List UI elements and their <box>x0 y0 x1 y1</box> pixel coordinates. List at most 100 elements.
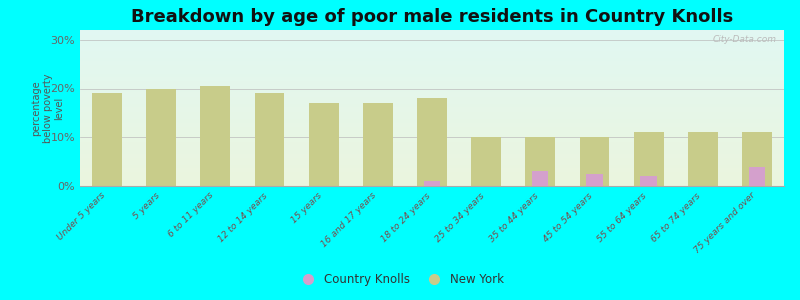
Bar <box>80 180 784 181</box>
Bar <box>80 102 784 103</box>
Bar <box>80 54 784 55</box>
Bar <box>80 32 784 33</box>
Bar <box>80 87 784 88</box>
Bar <box>80 73 784 74</box>
Bar <box>80 124 784 126</box>
Bar <box>80 78 784 79</box>
Bar <box>80 148 784 150</box>
Bar <box>80 63 784 64</box>
Bar <box>80 53 784 54</box>
Bar <box>80 179 784 180</box>
Bar <box>80 137 784 138</box>
Bar <box>80 154 784 155</box>
Bar <box>80 110 784 111</box>
Bar <box>80 165 784 166</box>
Bar <box>80 105 784 106</box>
Bar <box>80 136 784 137</box>
Bar <box>80 126 784 127</box>
Bar <box>80 175 784 176</box>
Bar <box>80 173 784 175</box>
Bar <box>80 60 784 61</box>
Bar <box>80 130 784 131</box>
Bar <box>80 77 784 78</box>
Bar <box>80 127 784 128</box>
Bar <box>80 115 784 116</box>
Y-axis label: percentage
below poverty
level: percentage below poverty level <box>31 73 64 143</box>
Bar <box>80 156 784 157</box>
Bar <box>80 121 784 122</box>
Bar <box>80 30 784 31</box>
Bar <box>201 86 230 186</box>
Bar <box>80 57 784 58</box>
Bar <box>80 48 784 49</box>
Bar <box>80 135 784 136</box>
Bar <box>80 97 784 98</box>
Bar <box>80 161 784 162</box>
Bar <box>80 117 784 119</box>
Bar <box>80 58 784 59</box>
Bar <box>80 119 784 121</box>
Bar <box>80 59 784 60</box>
Bar <box>80 107 784 108</box>
Bar <box>80 41 784 43</box>
Bar <box>417 98 447 186</box>
Bar <box>80 111 784 112</box>
Bar <box>80 103 784 104</box>
Bar <box>80 153 784 154</box>
Bar <box>80 171 784 172</box>
Bar <box>80 143 784 144</box>
Bar <box>80 86 784 87</box>
Bar <box>80 109 784 110</box>
Bar <box>80 177 784 178</box>
Bar <box>634 132 663 186</box>
Bar <box>80 133 784 134</box>
Bar <box>363 103 393 186</box>
Bar <box>309 103 338 186</box>
Bar <box>586 174 602 186</box>
Bar <box>254 93 285 186</box>
Bar <box>80 164 784 165</box>
Bar <box>80 144 784 145</box>
Bar <box>80 99 784 100</box>
Bar <box>80 172 784 173</box>
Bar <box>80 70 784 72</box>
Bar <box>80 74 784 75</box>
Bar <box>80 138 784 139</box>
Bar <box>80 50 784 51</box>
Bar <box>80 134 784 135</box>
Bar <box>80 82 784 83</box>
Bar <box>80 31 784 32</box>
Bar <box>80 178 784 179</box>
Bar <box>80 66 784 68</box>
Bar <box>80 95 784 97</box>
Bar <box>80 62 784 63</box>
Bar <box>80 118 784 119</box>
Bar <box>80 92 784 93</box>
Bar <box>80 49 784 50</box>
Bar <box>80 184 784 185</box>
Bar <box>80 162 784 163</box>
Bar <box>80 163 784 164</box>
Bar <box>80 45 784 46</box>
Bar <box>80 166 784 167</box>
Bar <box>80 167 784 168</box>
Text: City-Data.com: City-Data.com <box>713 35 777 44</box>
Bar <box>80 89 784 90</box>
Bar <box>80 141 784 142</box>
Bar <box>742 132 772 186</box>
Legend: Country Knolls, New York: Country Knolls, New York <box>291 269 509 291</box>
Bar <box>80 34 784 35</box>
Title: Breakdown by age of poor male residents in Country Knolls: Breakdown by age of poor male residents … <box>131 8 733 26</box>
Bar <box>532 171 549 186</box>
Bar <box>80 185 784 186</box>
Bar <box>80 183 784 184</box>
Bar <box>80 140 784 141</box>
Bar <box>80 46 784 48</box>
Bar <box>80 181 784 182</box>
Bar <box>80 132 784 133</box>
Bar <box>80 84 784 85</box>
Bar <box>80 151 784 152</box>
Bar <box>80 100 784 101</box>
Bar <box>80 44 784 45</box>
Bar <box>80 128 784 129</box>
